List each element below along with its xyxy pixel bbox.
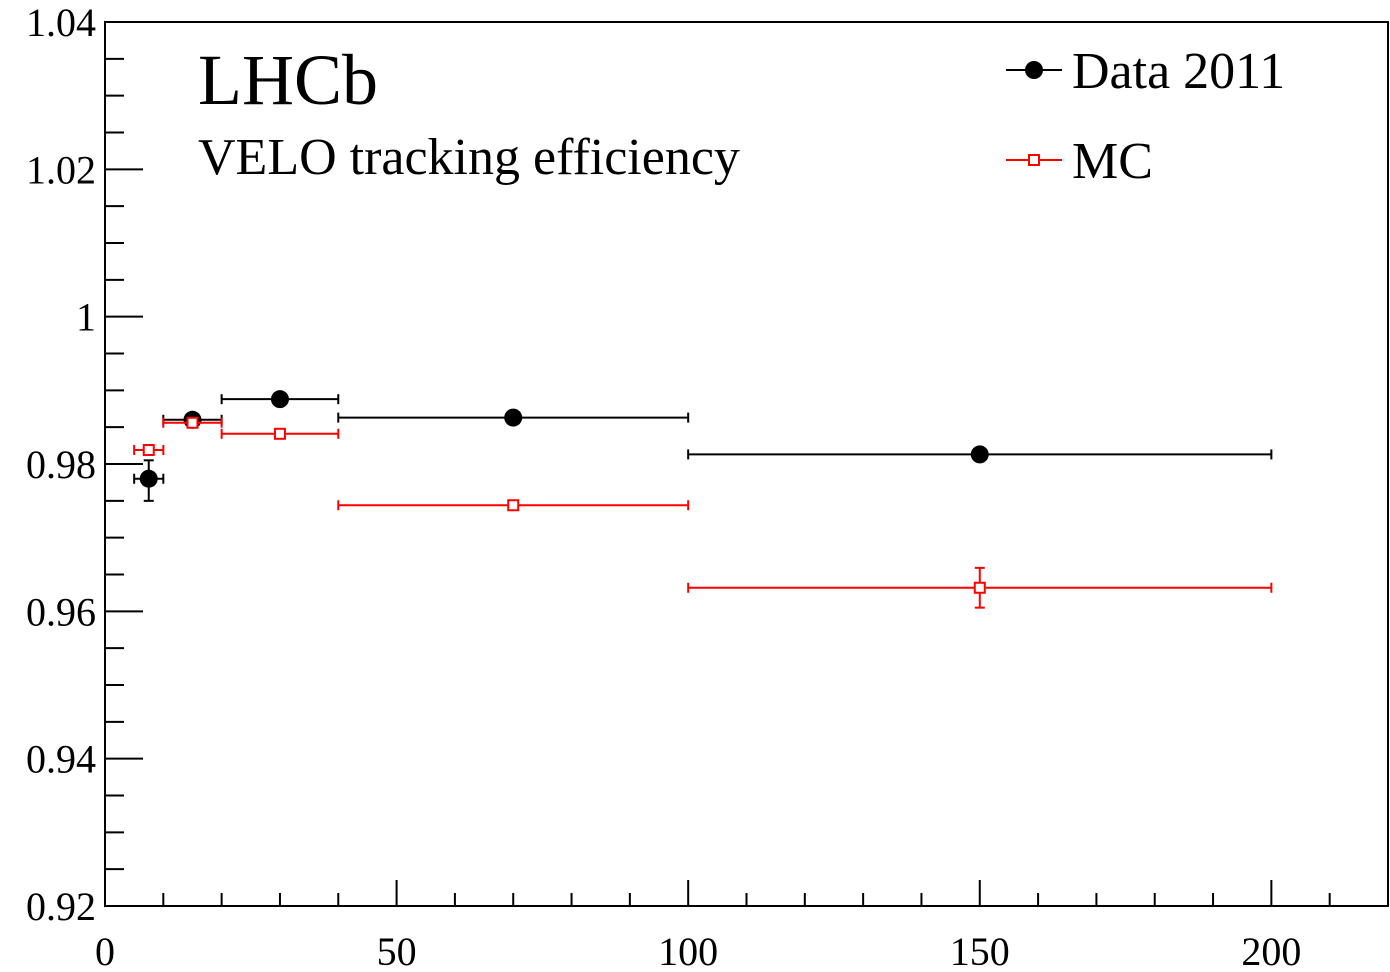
data-marker xyxy=(139,469,158,488)
tick-labels: 0 50 100 150 200 0.92 0.94 0.96 0.98 1 1.02 1.04 xyxy=(26,0,1301,972)
legend: Data 2011 MC xyxy=(1006,43,1285,190)
legend-entry-mc: MC xyxy=(1006,133,1153,190)
mc-point xyxy=(337,499,690,512)
data-marker xyxy=(504,408,523,427)
x-tick-label: 50 xyxy=(377,929,417,972)
data-points xyxy=(133,390,1273,609)
mc-point xyxy=(220,427,340,440)
data-point xyxy=(687,445,1273,464)
legend-marker-mc xyxy=(1028,154,1040,166)
legend-marker-data xyxy=(1025,61,1043,79)
y-tick-label: 0.96 xyxy=(26,589,96,634)
mc-marker xyxy=(142,444,155,457)
plot-frame xyxy=(104,21,1389,907)
mc-marker xyxy=(973,581,986,594)
y-tick-label: 0.94 xyxy=(26,737,96,782)
mc-marker xyxy=(186,416,199,429)
y-tick-label: 0.92 xyxy=(26,884,96,929)
data-point xyxy=(220,390,340,409)
legend-entry-data: Data 2011 xyxy=(1006,43,1285,100)
y-tick-label: 1.04 xyxy=(26,0,96,45)
data-point xyxy=(337,408,690,427)
data-point xyxy=(133,459,165,502)
x-tick-label: 0 xyxy=(95,929,115,972)
series-data-2011 xyxy=(133,390,1273,502)
data-marker xyxy=(270,390,289,409)
data-marker xyxy=(970,445,989,464)
y-tick-label: 0.98 xyxy=(26,442,96,487)
legend-label-mc: MC xyxy=(1072,133,1153,190)
mc-point xyxy=(162,416,223,429)
x-tick-label: 150 xyxy=(950,929,1010,972)
series-mc xyxy=(133,416,1273,609)
mc-marker xyxy=(507,499,520,512)
mc-point xyxy=(133,444,165,457)
x-tick-label: 100 xyxy=(658,929,718,972)
legend-label-data: Data 2011 xyxy=(1072,43,1285,100)
y-tick-label: 1.02 xyxy=(26,147,96,192)
mc-point xyxy=(687,566,1273,609)
mc-marker xyxy=(273,427,286,440)
chart-title: LHCb xyxy=(198,40,378,120)
chart-subtitle: VELO tracking efficiency xyxy=(198,129,740,186)
y-tick-label: 1 xyxy=(76,295,96,340)
x-tick-label: 200 xyxy=(1241,929,1301,972)
